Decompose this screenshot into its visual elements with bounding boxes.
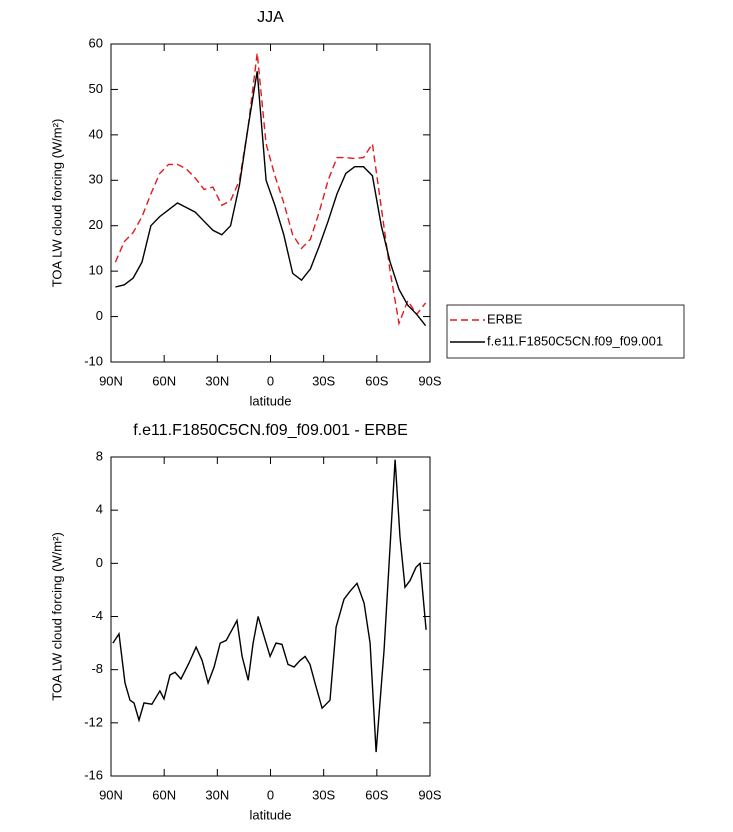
y-tick-label: -12 — [84, 714, 103, 729]
y-tick-label: -4 — [91, 608, 103, 623]
x-tick-label: 90S — [418, 373, 441, 388]
x-tick-label: 30S — [312, 787, 335, 802]
y-tick-label: 0 — [96, 308, 103, 323]
plot-frame — [110, 456, 431, 777]
data-line — [114, 53, 427, 327]
x-tick-label: 90N — [99, 787, 123, 802]
y-tick-label: 8 — [96, 448, 103, 463]
x-tick-label: 90S — [418, 787, 441, 802]
y-tick-label: -8 — [91, 661, 103, 676]
x-tick-label: 30N — [205, 373, 229, 388]
x-tick-label: 60N — [152, 373, 176, 388]
x-axis-label: latitude — [250, 807, 292, 822]
data-line — [112, 459, 427, 753]
chart-title: JJA — [257, 9, 284, 26]
y-tick-label: 50 — [89, 81, 103, 96]
y-axis-label: TOA LW cloud forcing (W/m²) — [49, 119, 64, 288]
y-tick-label: -16 — [84, 767, 103, 782]
y-tick-label: 20 — [89, 217, 103, 232]
data-line — [115, 71, 427, 327]
y-axis-label: TOA LW cloud forcing (W/m²) — [49, 532, 64, 701]
legend-label: ERBE — [487, 311, 523, 326]
y-tick-label: 4 — [96, 502, 103, 517]
y-tick-label: 0 — [96, 555, 103, 570]
chart-title: f.e11.F1850C5CN.f09_f09.001 - ERBE — [133, 422, 408, 439]
x-tick-label: 60S — [365, 787, 388, 802]
x-tick-label: 60N — [152, 787, 176, 802]
x-tick-label: 30S — [312, 373, 335, 388]
y-tick-label: -10 — [84, 353, 103, 368]
x-axis-label: latitude — [250, 393, 292, 408]
x-tick-label: 90N — [99, 373, 123, 388]
y-tick-label: 30 — [89, 172, 103, 187]
x-tick-label: 60S — [365, 373, 388, 388]
y-tick-label: 40 — [89, 126, 103, 141]
legend-label: f.e11.F1850C5CN.f09_f09.001 — [487, 333, 663, 348]
y-tick-label: 10 — [89, 263, 103, 278]
plot-frame — [110, 43, 431, 363]
legend-box — [446, 304, 685, 359]
x-tick-label: 0 — [267, 373, 274, 388]
y-tick-label: 60 — [89, 35, 103, 50]
x-tick-label: 30N — [205, 787, 229, 802]
x-tick-label: 0 — [267, 787, 274, 802]
